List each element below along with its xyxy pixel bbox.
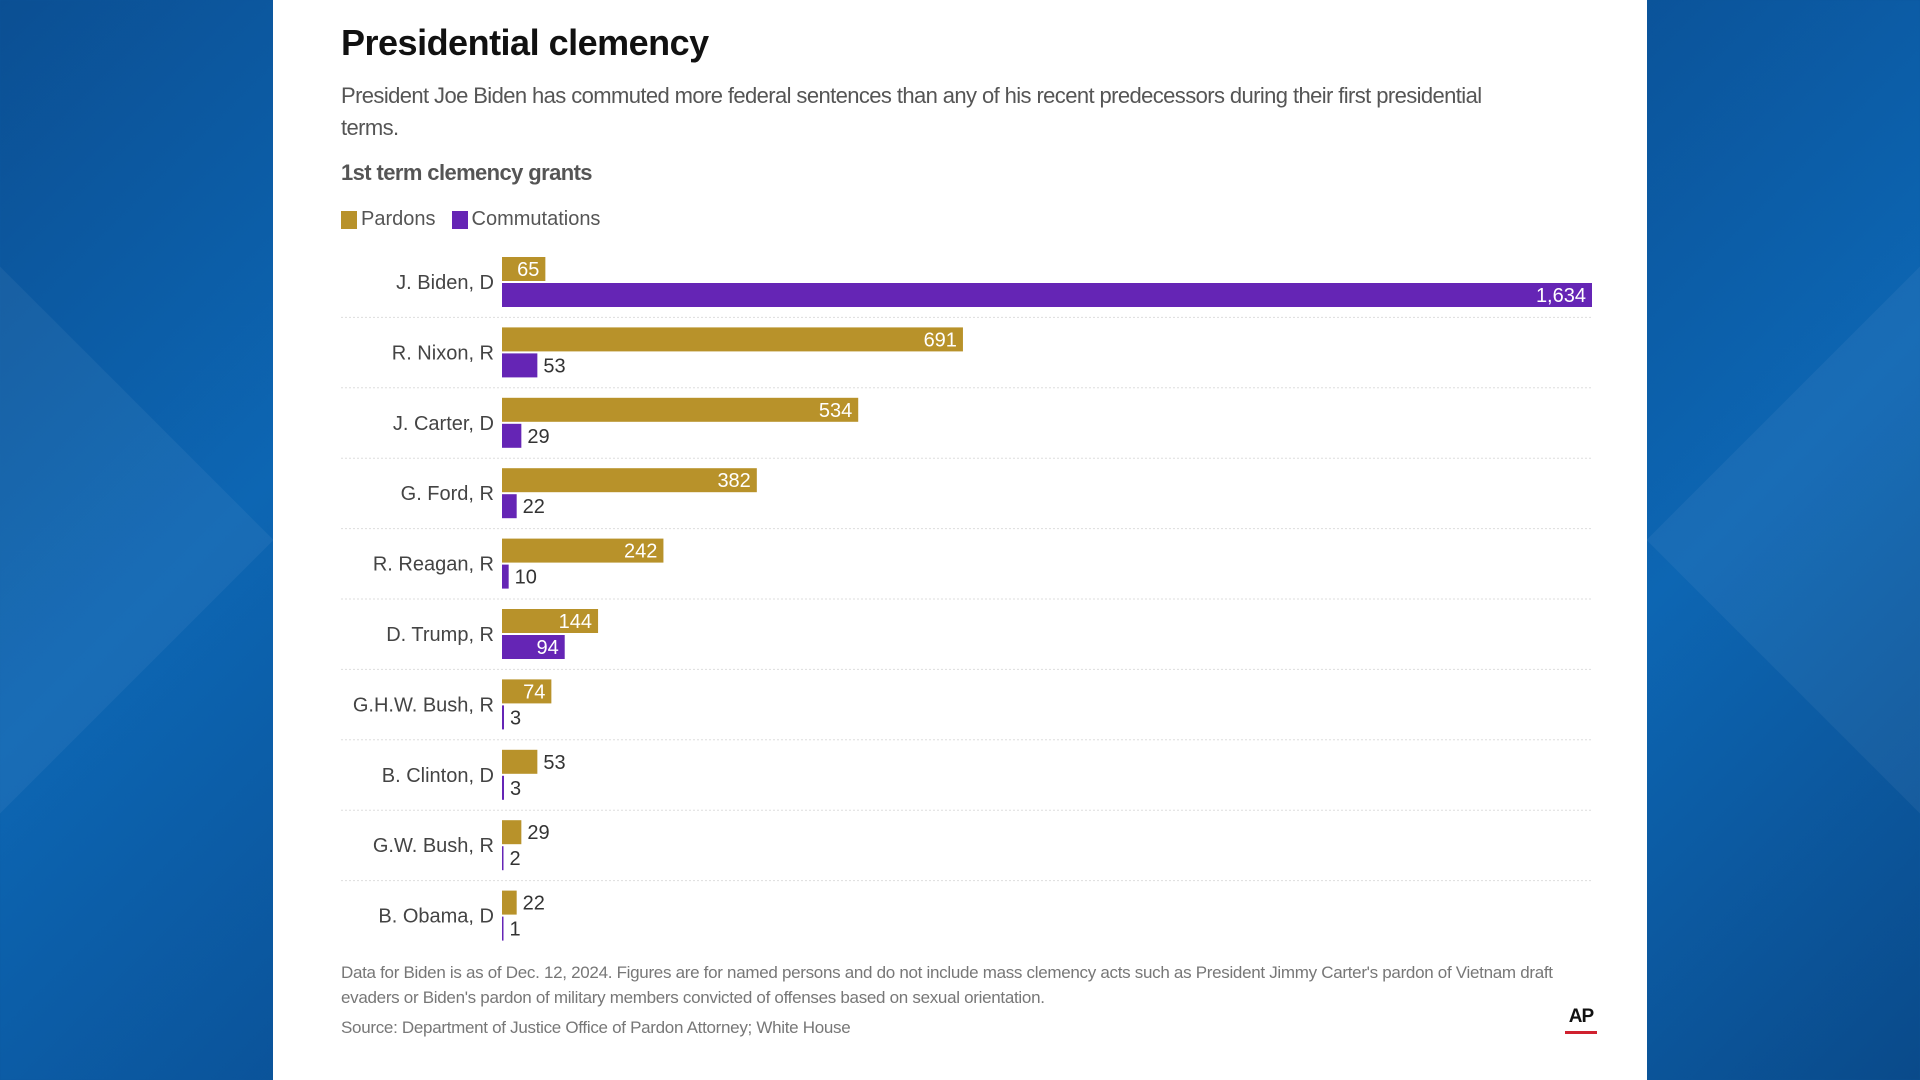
bar-commutations bbox=[502, 635, 565, 659]
data-label: 691 bbox=[924, 329, 957, 351]
source-note: Source: Department of Justice Office of … bbox=[341, 1018, 851, 1037]
category-label: G.H.W. Bush, R bbox=[353, 694, 494, 716]
data-label: 3 bbox=[510, 707, 521, 729]
data-label: 534 bbox=[819, 400, 852, 422]
data-label: 3 bbox=[510, 778, 521, 800]
category-label: R. Reagan, R bbox=[373, 554, 494, 576]
bar-commutations bbox=[502, 775, 505, 800]
bar-pardons bbox=[502, 468, 757, 493]
chart-title: Presidential clemency bbox=[341, 22, 709, 63]
bar-pardons bbox=[502, 679, 552, 704]
data-label: 65 bbox=[517, 259, 539, 281]
bar-pardons bbox=[502, 538, 664, 563]
legend-swatch bbox=[451, 210, 468, 229]
footnote: Data for Biden is as of Dec. 12, 2024. F… bbox=[341, 963, 1553, 1007]
bar-commutations bbox=[502, 423, 522, 448]
legend-swatch bbox=[341, 210, 357, 229]
category-label: J. Carter, D bbox=[393, 413, 494, 435]
bar-pardons bbox=[502, 820, 522, 845]
category-label: B. Clinton, D bbox=[382, 765, 494, 787]
bar-pardons bbox=[502, 397, 859, 422]
legend-label: Commutations bbox=[471, 208, 601, 230]
chart-subhead: 1st term clemency grants bbox=[341, 160, 593, 185]
ap-logo: AP bbox=[1565, 1006, 1597, 1034]
bar-commutations bbox=[502, 705, 505, 730]
bar-pardons bbox=[502, 327, 963, 352]
category-label: B. Obama, D bbox=[378, 906, 494, 928]
category-label: D. Trump, R bbox=[386, 624, 494, 646]
background-decoration bbox=[0, 186, 274, 894]
data-label: 29 bbox=[527, 822, 549, 844]
data-label: 53 bbox=[543, 752, 565, 774]
data-label: 1,634 bbox=[1536, 285, 1586, 307]
bar-commutations bbox=[502, 353, 538, 378]
bar-chart: J. Biden, D 65 1,634 R. Nixon, R 691 53 J. Car… bbox=[341, 257, 1593, 941]
bar-pardons bbox=[502, 749, 538, 774]
data-label: 74 bbox=[523, 681, 545, 703]
chart-panel: Presidential clemency President Joe Bide… bbox=[273, 0, 1647, 1080]
legend-item-pardons: Pardons bbox=[341, 208, 436, 231]
bar-commutations bbox=[502, 564, 509, 589]
background-decoration bbox=[1646, 186, 1920, 894]
data-label: 53 bbox=[543, 355, 565, 377]
bar-commutations bbox=[502, 846, 504, 871]
bar-pardons bbox=[502, 890, 517, 915]
category-label: J. Biden, D bbox=[396, 272, 494, 294]
bar-commutations bbox=[502, 916, 504, 941]
bar-commutations bbox=[502, 494, 517, 519]
category-label: R. Nixon, R bbox=[392, 342, 494, 364]
bar-pardons bbox=[502, 257, 546, 281]
data-label: 22 bbox=[523, 893, 545, 915]
data-label: 94 bbox=[536, 637, 558, 659]
data-label: 10 bbox=[515, 567, 537, 589]
data-label: 29 bbox=[527, 426, 549, 448]
legend: Pardons Commutations bbox=[341, 208, 600, 231]
legend-item-commutations: Commutations bbox=[451, 208, 601, 231]
bar-commutations bbox=[502, 283, 1592, 307]
data-label: 144 bbox=[559, 611, 592, 633]
category-label: G.W. Bush, R bbox=[373, 835, 494, 857]
data-label: 242 bbox=[624, 541, 657, 563]
data-label: 2 bbox=[510, 848, 521, 870]
bar-pardons bbox=[502, 609, 599, 633]
data-label: 1 bbox=[510, 919, 521, 941]
chart-subtitle: President Joe Biden has commuted more fe… bbox=[341, 83, 1482, 140]
legend-label: Pardons bbox=[361, 208, 436, 230]
category-label: G. Ford, R bbox=[401, 483, 494, 505]
data-label: 22 bbox=[523, 496, 545, 518]
data-label: 382 bbox=[717, 470, 750, 492]
